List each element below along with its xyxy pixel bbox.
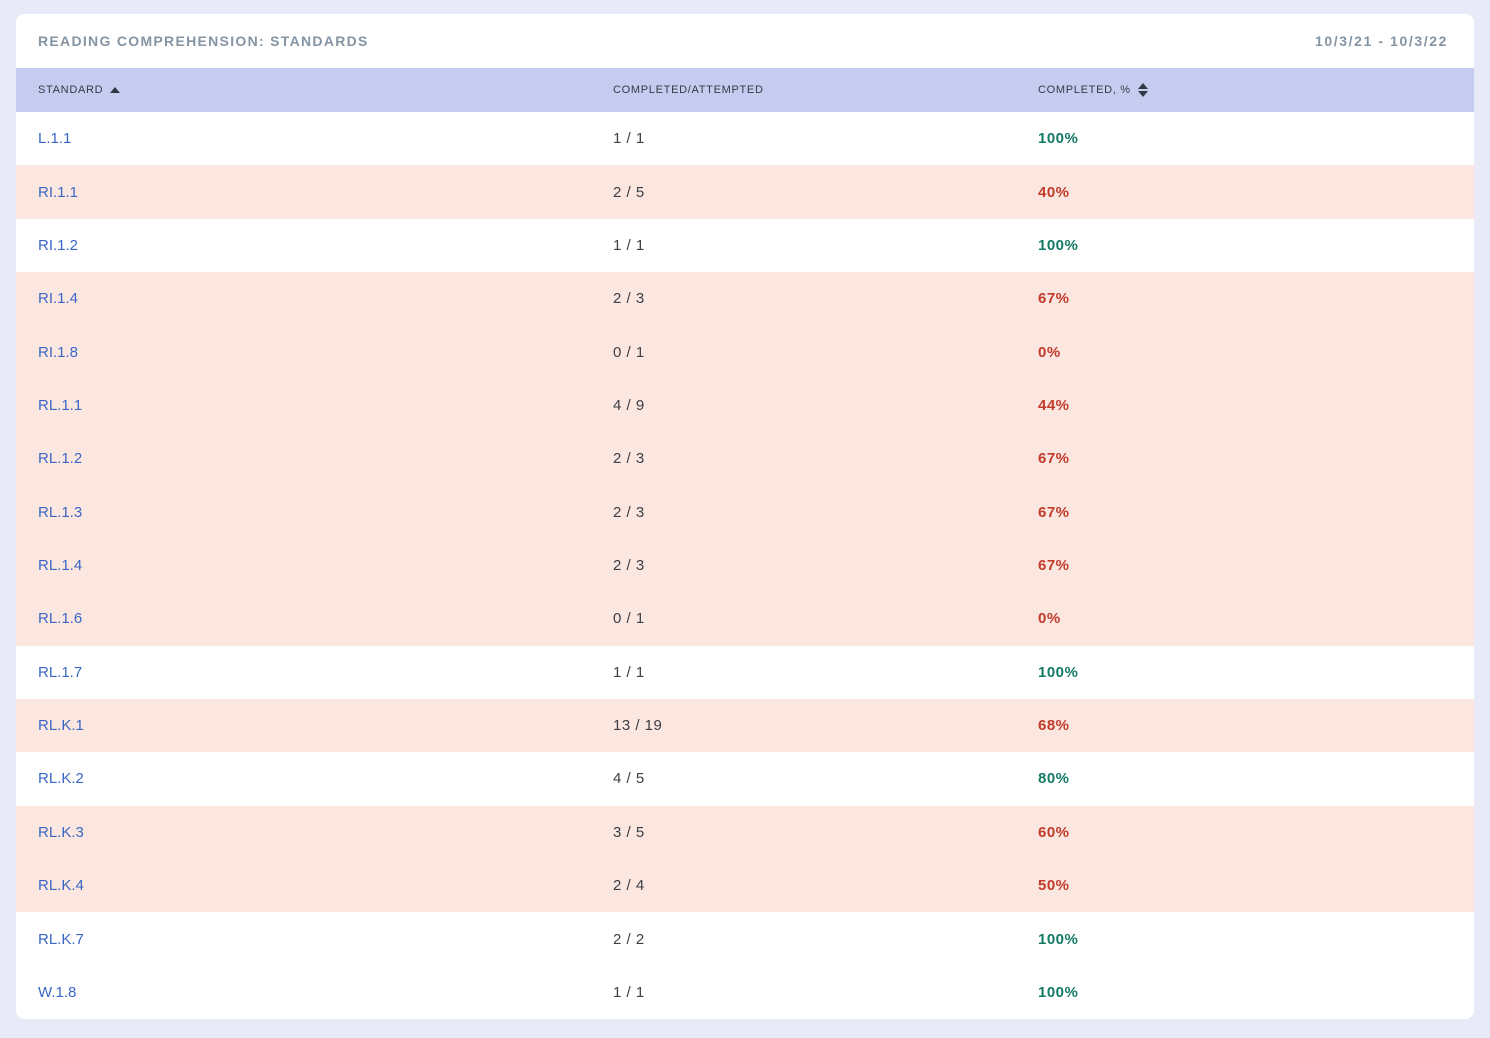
standard-link[interactable]: RL.1.3 [38,503,83,521]
table-row: RI.1.2 1 / 1 100% [16,218,1474,273]
completed-attempted-value: 2 / 3 [613,450,645,468]
completed-attempted-value: 2 / 3 [613,557,645,575]
standard-link[interactable]: RI.1.8 [38,343,79,361]
completed-percent-value: 67% [1038,450,1070,468]
table-row: RL.K.1 13 / 19 68% [16,698,1474,753]
sort-down-glyph [1137,91,1148,97]
completed-attempted-value: 2 / 3 [613,290,645,308]
column-header-completed-percent-label: COMPLETED, % [1038,84,1131,96]
standard-link[interactable]: RL.K.4 [38,877,84,895]
completed-attempted-value: 2 / 5 [613,183,645,201]
table-row: W.1.8 1 / 1 100% [16,965,1474,1019]
completed-attempted-value: 0 / 1 [613,610,645,628]
completed-attempted-value: 1 / 1 [613,130,645,148]
table-row: RI.1.1 2 / 5 40% [16,165,1474,219]
standard-link[interactable]: RL.1.6 [38,610,83,628]
completed-attempted-value: 1 / 1 [613,236,645,254]
completed-percent-value: 50% [1038,877,1070,895]
table-row: RL.1.1 4 / 9 44% [16,378,1474,433]
table-row: RL.1.6 0 / 1 0% [16,592,1474,646]
standard-link[interactable]: RL.1.4 [38,557,83,575]
table-row: RL.1.2 2 / 3 67% [16,432,1474,486]
standard-link[interactable]: RI.1.2 [38,236,79,254]
standard-link[interactable]: W.1.8 [38,983,77,1001]
standard-link[interactable]: RL.1.2 [38,450,83,468]
table-row: RL.K.3 3 / 5 60% [16,805,1474,860]
table-body: L.1.1 1 / 1 100% RI.1.1 2 / 5 40% RI.1.2… [16,112,1474,1019]
standard-link[interactable]: RL.K.7 [38,930,84,948]
completed-percent-value: 100% [1038,930,1079,948]
completed-percent-value: 100% [1038,663,1079,681]
table-row: L.1.1 1 / 1 100% [16,112,1474,166]
completed-attempted-value: 2 / 2 [613,930,645,948]
standard-link[interactable]: RL.1.7 [38,663,83,681]
completed-percent-value: 67% [1038,290,1070,308]
completed-percent-value: 44% [1038,396,1070,414]
completed-attempted-value: 3 / 5 [613,823,645,841]
completed-attempted-value: 0 / 1 [613,343,645,361]
completed-attempted-value: 2 / 4 [613,877,645,895]
completed-percent-value: 60% [1038,823,1070,841]
table-row: RI.1.8 0 / 1 0% [16,325,1474,379]
table-row: RL.1.4 2 / 3 67% [16,538,1474,593]
report-title-bar: READING COMPREHENSION: STANDARDS 10/3/21… [16,14,1474,68]
table-header-row: STANDARD COMPLETED/ATTEMPTED COMPLETED, … [16,68,1474,112]
completed-percent-value: 80% [1038,770,1070,788]
sort-both-icon [1137,83,1148,97]
column-header-standard-label: STANDARD [38,84,104,96]
column-header-completed-percent[interactable]: COMPLETED, % [1038,83,1474,97]
standard-link[interactable]: RL.K.2 [38,770,84,788]
sort-ascending-icon [110,87,121,93]
completed-attempted-value: 13 / 19 [613,717,663,735]
completed-percent-value: 0% [1038,343,1061,361]
standard-link[interactable]: RL.K.1 [38,717,84,735]
completed-attempted-value: 1 / 1 [613,663,645,681]
column-header-completed-attempted-label: COMPLETED/ATTEMPTED [613,84,764,96]
completed-percent-value: 100% [1038,983,1079,1001]
standard-link[interactable]: RI.1.1 [38,183,79,201]
column-header-standard[interactable]: STANDARD [16,84,613,96]
table-row: RL.K.2 4 / 5 80% [16,752,1474,806]
table-row: RL.K.4 2 / 4 50% [16,859,1474,913]
completed-attempted-value: 4 / 5 [613,770,645,788]
standard-link[interactable]: RI.1.4 [38,290,79,308]
completed-percent-value: 68% [1038,717,1070,735]
completed-percent-value: 67% [1038,557,1070,575]
table-row: RL.1.3 2 / 3 67% [16,485,1474,539]
completed-percent-value: 67% [1038,503,1070,521]
completed-attempted-value: 2 / 3 [613,503,645,521]
completed-attempted-value: 1 / 1 [613,983,645,1001]
completed-percent-value: 100% [1038,130,1079,148]
completed-attempted-value: 4 / 9 [613,396,645,414]
table-row: RL.1.7 1 / 1 100% [16,645,1474,699]
table-row: RI.1.4 2 / 3 67% [16,272,1474,326]
standards-report-card: READING COMPREHENSION: STANDARDS 10/3/21… [16,14,1474,1019]
completed-percent-value: 40% [1038,183,1070,201]
standard-link[interactable]: RL.1.1 [38,396,83,414]
column-header-completed-attempted[interactable]: COMPLETED/ATTEMPTED [613,84,1038,96]
standard-link[interactable]: RL.K.3 [38,823,84,841]
standard-link[interactable]: L.1.1 [38,130,72,148]
completed-percent-value: 100% [1038,236,1079,254]
report-title: READING COMPREHENSION: STANDARDS [38,33,369,49]
sort-up-glyph [1137,83,1148,89]
table-row: RL.K.7 2 / 2 100% [16,912,1474,966]
completed-percent-value: 0% [1038,610,1061,628]
date-range: 10/3/21 - 10/3/22 [1314,33,1448,49]
